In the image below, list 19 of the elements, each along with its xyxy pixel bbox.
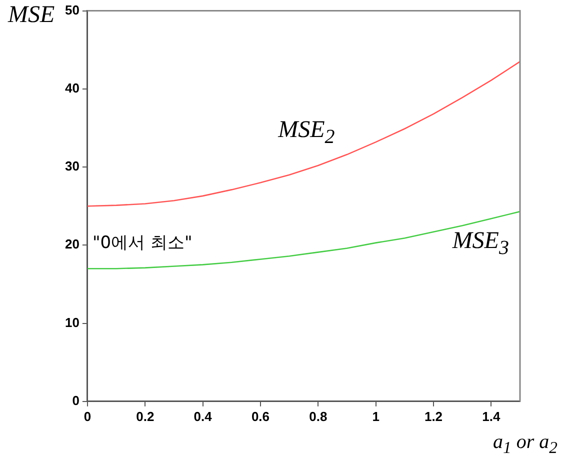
y-axis-title: MSE	[8, 2, 55, 29]
x-tick-label: 0.8	[309, 408, 328, 424]
x-tick-label: 1	[372, 408, 380, 424]
y-tick-label: 30	[64, 158, 80, 174]
y-tick-label: 0	[72, 392, 80, 408]
x-tick-label: 1.2	[424, 408, 443, 424]
x-tick-label: 1.4	[482, 408, 501, 424]
series-label: MSE$_{2}$	[278, 117, 335, 150]
y-tick-label: 10	[64, 314, 80, 330]
series-label: MSE$_{3}$	[452, 228, 509, 260]
x-tick-label: 0.6	[251, 408, 270, 424]
y-tick-label: 40	[64, 80, 80, 96]
y-tick-label: 50	[64, 2, 80, 18]
x-tick-label: 0.2	[136, 408, 154, 424]
y-tick-label: 20	[64, 236, 80, 252]
x-tick-label: 0	[84, 408, 92, 424]
annotation: "0에서 최소"	[92, 232, 192, 254]
x-tick-label: 0.4	[194, 408, 213, 424]
x-axis-title: a$_{1}$ or a$_{2}$	[493, 431, 558, 458]
